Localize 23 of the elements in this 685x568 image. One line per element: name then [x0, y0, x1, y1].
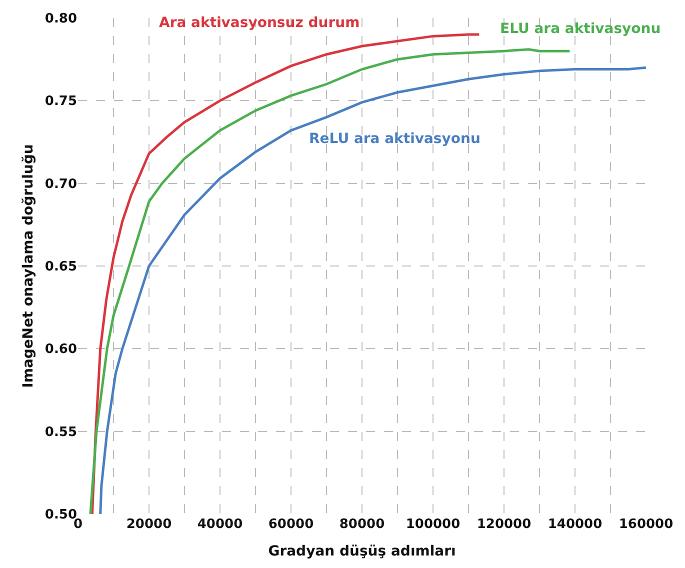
line-series [90, 33, 480, 514]
x-tick-label: 40000 [197, 517, 243, 532]
line-series [99, 66, 646, 514]
y-tick-label: 0.55 [44, 424, 77, 440]
x-tick-label: 140000 [548, 517, 602, 532]
line-series [89, 48, 571, 514]
series-label: ELU ara aktivasyonu [500, 21, 661, 37]
y-tick-label: 0.70 [44, 176, 77, 192]
y-tick-label: 0.65 [44, 260, 77, 275]
x-axis-title: Gradyan düşüş adımları [268, 543, 456, 560]
x-tick-label: 20000 [126, 517, 172, 532]
y-tick-label: 0.60 [44, 342, 77, 358]
x-tick-label: 100000 [406, 517, 460, 532]
x-tick-label: 0 [73, 517, 83, 532]
x-tick-label: 160000 [618, 517, 674, 532]
series-label: Ara aktivasyonsuz durum [159, 15, 360, 31]
y-tick-label: 0.75 [44, 94, 77, 110]
y-tick-label: 0.80 [44, 12, 77, 27]
y-axis-title: ImageNet onaylama doğruluğu [20, 144, 37, 388]
series-label: ReLU ara aktivasyonu [309, 131, 480, 147]
x-tick-label: 60000 [268, 517, 314, 532]
x-tick-label: 120000 [476, 517, 532, 532]
x-tick-label: 80000 [339, 517, 385, 532]
